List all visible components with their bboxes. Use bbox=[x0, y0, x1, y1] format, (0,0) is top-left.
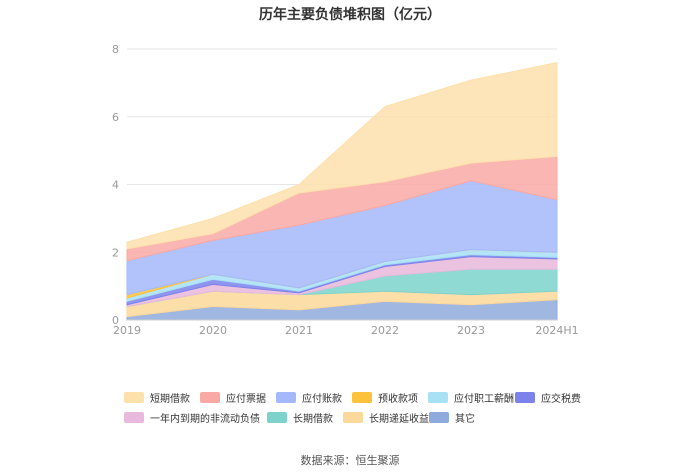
legend-item[interactable]: 短期借款 bbox=[124, 390, 190, 405]
chart-title: 历年主要负债堆积图（亿元） bbox=[259, 7, 441, 23]
legend-swatch bbox=[267, 412, 287, 423]
legend-label: 其它 bbox=[455, 414, 475, 425]
legend-swatch bbox=[352, 392, 372, 403]
legend-item[interactable]: 应付职工薪酬 bbox=[428, 390, 514, 405]
legend-item[interactable]: 应付票据 bbox=[200, 390, 266, 405]
legend-item[interactable]: 预收款项 bbox=[352, 390, 418, 405]
legend-label: 应付职工薪酬 bbox=[454, 394, 514, 405]
legend-label: 短期借款 bbox=[150, 394, 190, 405]
legend-label: 应付账款 bbox=[302, 394, 342, 405]
area-series-短期借款 bbox=[126, 61, 558, 250]
legend-item[interactable]: 一年内到期的非流动负债 bbox=[124, 410, 260, 425]
x-tick-label: 2022 bbox=[371, 324, 399, 337]
legend-swatch bbox=[200, 392, 220, 403]
legend-label: 一年内到期的非流动负债 bbox=[150, 414, 260, 425]
legend-item[interactable]: 长期递延收益 bbox=[343, 410, 429, 425]
legend-item[interactable]: 其它 bbox=[429, 410, 475, 425]
legend-label: 应付票据 bbox=[226, 394, 266, 405]
x-tick-label: 2023 bbox=[457, 324, 485, 337]
y-tick-label: 8 bbox=[112, 43, 119, 56]
legend-swatch bbox=[515, 392, 535, 403]
x-tick-label: 2021 bbox=[285, 324, 313, 337]
legend-label: 预收款项 bbox=[378, 394, 418, 405]
legend-label: 长期递延收益 bbox=[369, 414, 429, 425]
legend-item[interactable]: 长期借款 bbox=[267, 410, 333, 425]
legend-swatch bbox=[343, 412, 363, 423]
legend-item[interactable]: 应交税费 bbox=[515, 390, 581, 405]
legend-swatch bbox=[124, 392, 144, 403]
legend-swatch bbox=[429, 412, 449, 423]
x-tick-label: 2020 bbox=[199, 324, 227, 337]
legend-label: 应交税费 bbox=[541, 394, 581, 405]
legend-swatch bbox=[428, 392, 448, 403]
y-tick-label: 4 bbox=[112, 179, 119, 192]
y-tick-label: 2 bbox=[112, 246, 119, 259]
legend-swatch bbox=[276, 392, 296, 403]
y-tick-label: 6 bbox=[112, 111, 119, 124]
x-tick-label: 2024H1 bbox=[535, 324, 578, 337]
x-tick-label: 2019 bbox=[113, 324, 141, 337]
legend-item[interactable]: 应付账款 bbox=[276, 390, 342, 405]
legend-swatch bbox=[124, 412, 144, 423]
data-source: 数据来源：恒生聚源 bbox=[300, 454, 400, 467]
y-tick-label: 0 bbox=[112, 314, 119, 327]
legend-label: 长期借款 bbox=[293, 414, 333, 425]
